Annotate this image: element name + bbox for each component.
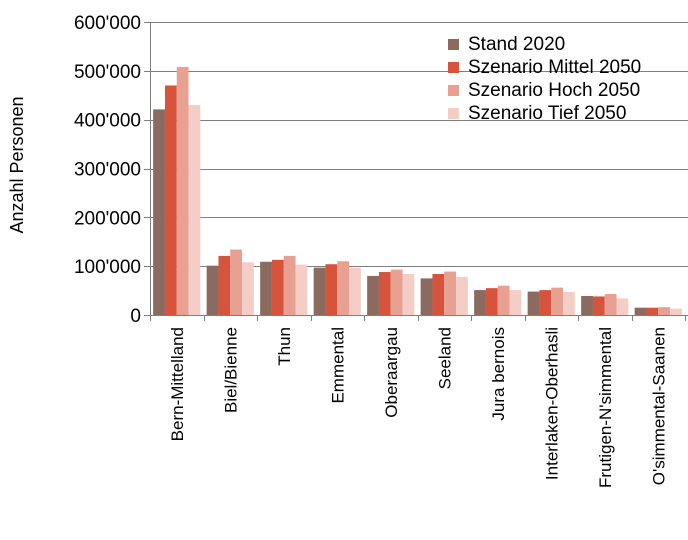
bar — [164, 85, 177, 315]
x-category-label: Oberaargau — [382, 327, 401, 418]
bar — [176, 66, 189, 316]
y-tick-label: 300'000 — [74, 160, 141, 181]
x-category-label: Frutigen-N'simmental — [596, 327, 615, 488]
bar — [444, 271, 457, 315]
bar — [563, 292, 575, 315]
legend-label: Szenario Tief 2050 — [468, 103, 626, 124]
bar — [230, 249, 243, 315]
bar — [206, 265, 219, 315]
x-category-label: Interlaken-Oberhasli — [542, 327, 561, 480]
legend-label: Szenario Mittel 2050 — [468, 57, 641, 78]
legend-swatch — [448, 85, 459, 96]
bar — [456, 276, 468, 315]
bar — [485, 288, 498, 315]
bar — [283, 255, 296, 315]
x-category-label: Biel/Bienne — [221, 327, 240, 413]
bar — [616, 298, 629, 315]
bar — [325, 264, 338, 315]
bar — [402, 273, 415, 315]
y-tick-label: 0 — [130, 306, 141, 327]
bars — [153, 66, 682, 316]
bar — [670, 308, 682, 315]
x-category-label: Emmental — [328, 327, 347, 404]
bar — [432, 273, 445, 315]
y-tick-label: 600'000 — [74, 13, 141, 34]
gridlines — [150, 22, 688, 267]
legend-label: Stand 2020 — [468, 34, 565, 55]
bar — [153, 109, 165, 315]
bar — [592, 296, 605, 315]
legend-swatch — [448, 39, 459, 50]
bar — [218, 255, 231, 315]
bar — [497, 285, 510, 315]
x-category-label: Seeland — [435, 327, 454, 389]
bar — [527, 291, 540, 315]
bar — [551, 287, 564, 315]
bar — [260, 261, 272, 315]
bar — [242, 262, 254, 315]
y-axis-label: Anzahl Personen — [7, 96, 27, 233]
axes — [144, 22, 688, 321]
x-category-label: O'simmental-Saanen — [649, 327, 668, 485]
bar — [646, 307, 659, 315]
bar — [313, 267, 326, 315]
bar — [188, 105, 201, 316]
y-tick-label: 500'000 — [74, 62, 141, 83]
y-tick-labels: 0 100'000 200'000 300'000 400'000 500'000 600'… — [74, 13, 141, 327]
x-tick-labels: Bern-Mittelland Biel/Bienne Thun Emmental Ob… — [168, 327, 668, 488]
x-category-label: Jura bernois — [489, 327, 508, 421]
bar — [295, 264, 308, 315]
bar — [420, 278, 433, 316]
y-tick-label: 200'000 — [74, 208, 141, 229]
bar — [604, 294, 617, 315]
bar — [474, 290, 486, 315]
bar — [658, 307, 671, 315]
bar — [634, 307, 647, 315]
bar — [509, 290, 522, 315]
bar — [378, 272, 391, 315]
bar — [539, 290, 552, 315]
legend-swatch — [448, 62, 459, 73]
bar — [581, 295, 593, 315]
x-category-label: Bern-Mittelland — [168, 327, 187, 441]
y-tick-label: 400'000 — [74, 111, 141, 132]
bar — [349, 267, 361, 315]
legend-swatch — [448, 108, 459, 119]
bar — [337, 261, 350, 315]
bar — [367, 275, 379, 315]
x-category-label: Thun — [275, 327, 294, 366]
bar — [271, 259, 284, 315]
legend-label: Szenario Hoch 2050 — [468, 80, 640, 101]
y-tick-label: 100'000 — [74, 257, 141, 278]
bar — [390, 269, 403, 315]
